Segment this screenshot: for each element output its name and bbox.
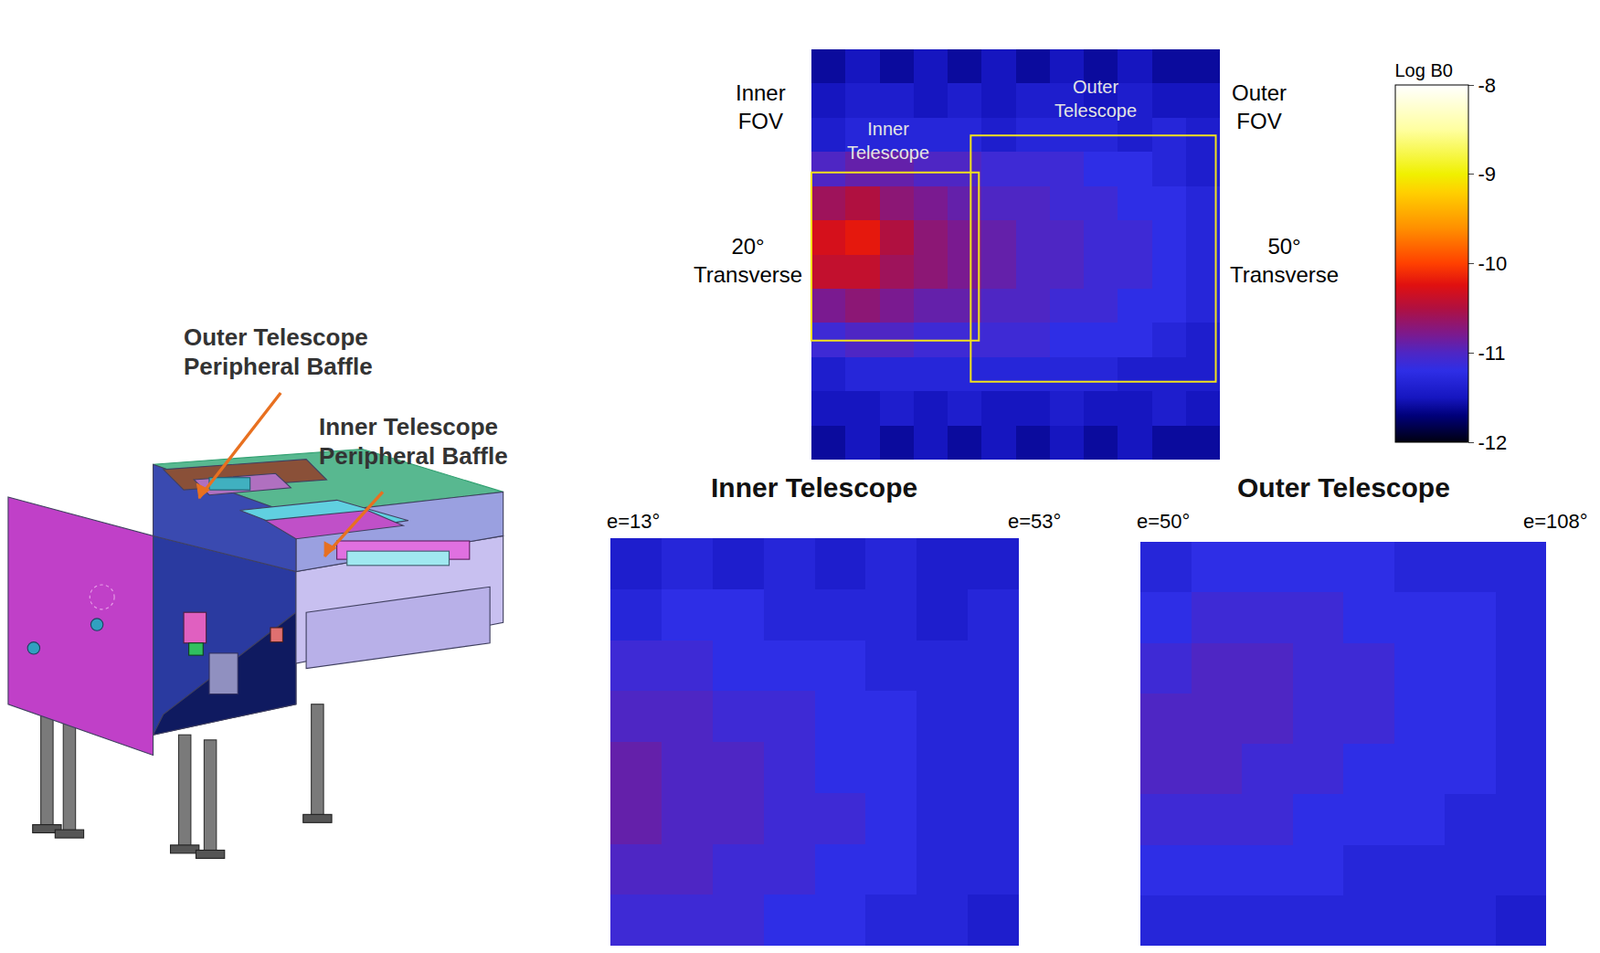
- svg-text:e=13°: e=13°: [606, 509, 660, 533]
- svg-text:50°Transverse: 50°Transverse: [1229, 233, 1339, 287]
- svg-text:OuterFOV: OuterFOV: [1231, 80, 1287, 134]
- svg-text:InnerFOV: InnerFOV: [735, 80, 786, 134]
- svg-text:OuterTelescope: OuterTelescope: [1054, 76, 1137, 121]
- svg-text:e=50°: e=50°: [1136, 509, 1190, 533]
- svg-text:Outer Telescope: Outer Telescope: [1237, 472, 1451, 503]
- svg-text:Log B0: Log B0: [1395, 60, 1453, 81]
- svg-text:-9: -9: [1477, 162, 1496, 186]
- svg-text:20°Transverse: 20°Transverse: [693, 233, 803, 287]
- svg-text:-10: -10: [1477, 252, 1507, 276]
- svg-text:-11: -11: [1477, 341, 1505, 365]
- svg-text:Inner TelescopePeripheral Baff: Inner TelescopePeripheral Baffle: [318, 413, 509, 470]
- svg-text:InnerTelescope: InnerTelescope: [847, 118, 930, 163]
- svg-text:e=108°: e=108°: [1523, 509, 1589, 533]
- svg-text:Outer TelescopePeripheral Baff: Outer TelescopePeripheral Baffle: [183, 323, 373, 381]
- svg-text:Inner Telescope: Inner Telescope: [710, 472, 918, 503]
- svg-text:-8: -8: [1477, 74, 1496, 97]
- svg-text:-12: -12: [1477, 431, 1507, 455]
- svg-text:e=53°: e=53°: [1007, 509, 1061, 533]
